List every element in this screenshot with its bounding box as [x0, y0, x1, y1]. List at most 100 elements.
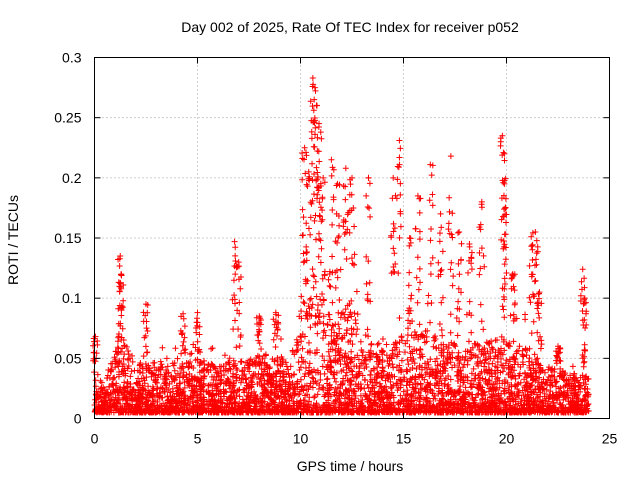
data-point — [336, 222, 343, 229]
data-point — [243, 385, 250, 392]
data-point — [190, 365, 197, 372]
data-point — [226, 355, 233, 362]
data-point — [304, 391, 311, 398]
data-point — [124, 388, 131, 395]
data-point — [427, 386, 434, 393]
data-point — [465, 338, 472, 345]
data-point — [462, 403, 468, 410]
data-point — [390, 245, 397, 252]
data-point — [312, 236, 319, 243]
data-point — [396, 137, 403, 144]
data-point — [554, 397, 561, 404]
data-point — [133, 379, 140, 386]
data-point — [518, 402, 525, 409]
data-point — [180, 310, 187, 317]
data-point — [528, 382, 535, 389]
data-point — [318, 245, 325, 252]
data-point — [346, 207, 353, 214]
data-point — [235, 387, 242, 394]
data-point — [315, 230, 322, 237]
data-point — [388, 270, 395, 277]
data-point — [249, 375, 256, 382]
data-point — [517, 398, 524, 405]
data-point — [114, 338, 121, 345]
data-point — [527, 372, 534, 379]
data-point — [239, 368, 246, 375]
data-point — [108, 366, 115, 373]
data-point — [400, 388, 407, 395]
data-point — [554, 407, 561, 414]
data-point — [454, 332, 461, 339]
data-point — [371, 382, 378, 389]
data-point — [235, 259, 242, 266]
data-point — [418, 351, 425, 358]
data-point — [476, 249, 483, 256]
data-point — [560, 396, 567, 403]
data-point — [402, 395, 409, 402]
data-point — [411, 360, 418, 367]
data-point — [146, 388, 153, 395]
data-point — [112, 364, 119, 371]
data-point — [438, 299, 445, 306]
data-point — [396, 234, 403, 241]
data-point — [236, 343, 243, 350]
data-point — [226, 401, 233, 408]
data-point — [508, 374, 515, 381]
data-point — [359, 409, 366, 416]
data-point — [564, 387, 571, 394]
data-point — [299, 150, 306, 157]
data-point — [397, 180, 404, 187]
data-point — [501, 390, 508, 397]
data-point — [478, 198, 485, 205]
data-point — [248, 383, 255, 390]
data-point — [376, 380, 383, 387]
data-point — [536, 289, 543, 296]
data-point — [468, 329, 475, 336]
data-point — [498, 216, 505, 223]
data-point — [532, 228, 539, 235]
data-point — [449, 210, 456, 217]
data-point — [368, 340, 375, 347]
data-point — [528, 243, 535, 250]
data-point — [231, 238, 238, 245]
data-point — [300, 407, 307, 414]
data-point — [151, 371, 158, 378]
data-point — [571, 370, 578, 377]
data-point — [485, 388, 492, 395]
data-point — [425, 361, 432, 368]
data-point — [352, 381, 359, 388]
data-point — [416, 228, 423, 235]
data-point — [105, 367, 112, 374]
data-point — [452, 389, 459, 396]
data-point — [396, 348, 403, 355]
data-point — [356, 405, 363, 412]
data-point — [386, 360, 393, 367]
data-point — [316, 319, 323, 326]
data-point — [172, 404, 179, 411]
data-point — [178, 350, 185, 357]
data-point — [234, 307, 241, 314]
data-point — [178, 402, 185, 409]
data-point — [293, 336, 300, 343]
data-point — [269, 409, 276, 416]
data-point — [499, 303, 506, 310]
data-point — [302, 170, 309, 177]
data-point — [432, 333, 439, 340]
data-point — [409, 364, 416, 371]
data-point — [406, 310, 413, 317]
data-point — [328, 326, 335, 333]
data-point — [271, 358, 278, 365]
data-point — [211, 364, 218, 371]
data-point — [320, 335, 327, 342]
data-point — [383, 341, 390, 348]
data-point — [316, 199, 323, 206]
data-point — [530, 361, 537, 368]
data-point — [234, 366, 241, 373]
data-point — [464, 409, 471, 416]
data-point — [161, 380, 168, 387]
data-point — [363, 192, 370, 199]
data-point — [542, 409, 549, 416]
data-point — [265, 402, 272, 409]
data-point — [412, 332, 419, 339]
data-point — [343, 354, 350, 361]
